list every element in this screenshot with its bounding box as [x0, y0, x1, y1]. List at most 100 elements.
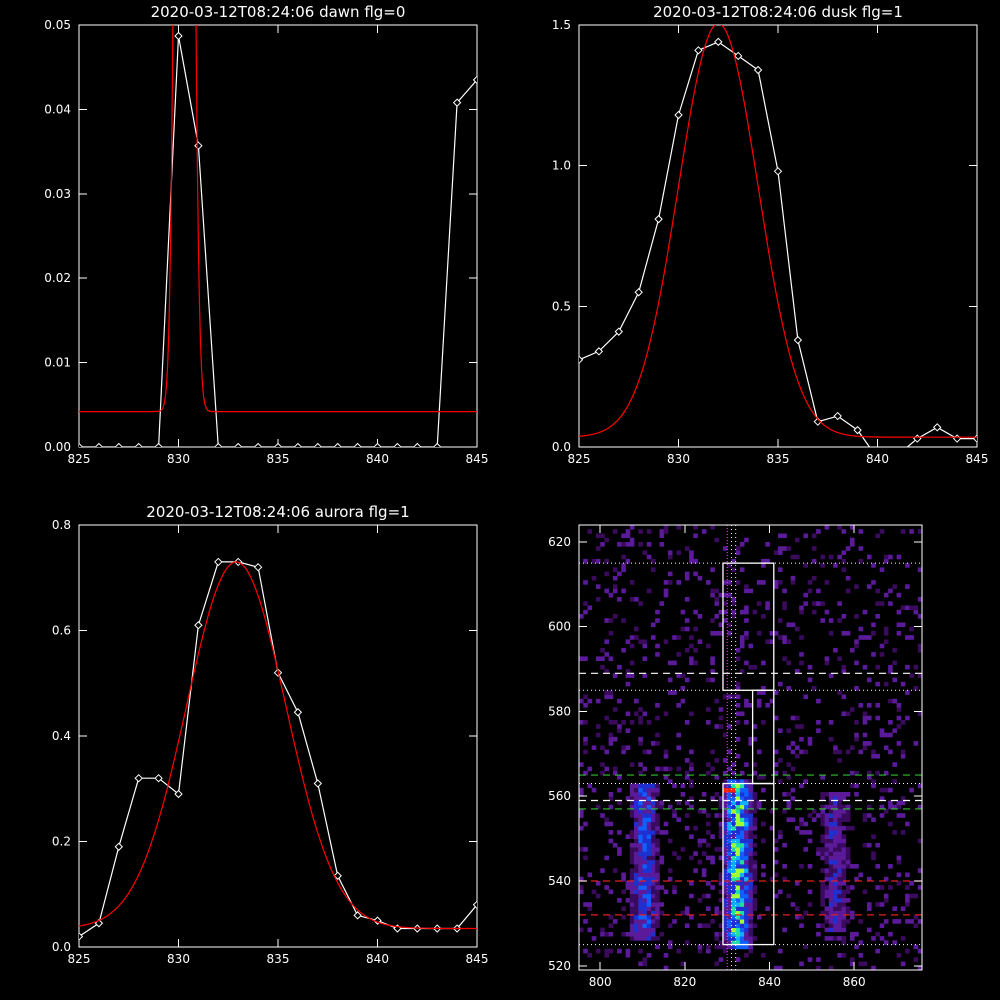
heatmap-cell: [706, 881, 711, 886]
heatmap-cell: [752, 792, 758, 797]
heatmap-cell: [604, 766, 609, 772]
heatmap-cell: [833, 809, 838, 814]
heatmap-cell: [731, 859, 736, 865]
data-point-marker: [134, 773, 143, 783]
heatmap-cell: [786, 817, 792, 822]
heatmap-cell: [727, 622, 732, 628]
heatmap-cell: [824, 893, 830, 899]
heatmap-cell: [871, 855, 876, 861]
heatmap-cell: [646, 851, 652, 856]
heatmap-cell: [608, 889, 614, 895]
heatmap-cell: [629, 927, 635, 933]
heatmap-cell: [883, 732, 889, 738]
heatmap-cell: [723, 800, 728, 806]
heatmap-cell: [828, 796, 834, 801]
heatmap-cell: [883, 745, 889, 750]
data-point-marker: [214, 557, 223, 567]
data-point-marker: [614, 327, 624, 336]
heatmap-cell: [867, 775, 872, 780]
heatmap-cell: [587, 766, 593, 772]
heatmap-cell: [858, 961, 864, 967]
heatmap-cell: [617, 847, 622, 852]
heatmap-cell: [727, 851, 732, 856]
heatmap-cell: [748, 944, 753, 950]
data-point-marker: [253, 562, 263, 572]
heatmap-cell: [634, 936, 639, 941]
heatmap-cell: [795, 715, 800, 721]
heatmap-cell: [735, 936, 741, 941]
heatmap-cell: [850, 914, 855, 920]
heatmap-cell: [667, 571, 673, 577]
heatmap-cell: [905, 563, 910, 568]
heatmap-cell: [723, 885, 728, 890]
heatmap-cell: [748, 851, 753, 856]
heatmap-cell: [617, 948, 622, 954]
heatmap-cell: [651, 834, 656, 839]
heatmap-cell: [905, 919, 910, 924]
heatmap-cell: [587, 927, 593, 933]
heatmap-cell: [744, 864, 749, 869]
y-tick-label: 0.02: [44, 271, 71, 285]
heatmap-cell: [752, 800, 758, 806]
heatmap-cell: [646, 931, 652, 937]
heatmap-cell: [638, 851, 643, 856]
heatmap-cell: [888, 749, 893, 755]
heatmap-cell: [684, 626, 690, 632]
data-point-marker: [114, 442, 124, 447]
heatmap-cell: [723, 847, 728, 852]
heatmap-cell: [748, 889, 753, 895]
heatmap-cell: [621, 647, 626, 653]
heatmap-cell: [604, 639, 609, 644]
heatmap-cell: [638, 542, 643, 547]
heatmap-cell: [773, 838, 779, 844]
heatmap-cell: [748, 783, 753, 789]
heatmap-cell: [604, 588, 609, 594]
heatmap-cell: [723, 944, 728, 950]
heatmap-cell: [841, 825, 847, 831]
heatmap-cell: [888, 698, 893, 704]
heatmap-cell: [727, 809, 732, 814]
heatmap-cell: [634, 872, 639, 878]
heatmap-cell: [727, 838, 732, 844]
heatmap-cell: [655, 851, 660, 856]
heatmap-cell: [651, 817, 656, 822]
heatmap-cell: [651, 931, 656, 937]
heatmap-cell: [909, 787, 914, 793]
heatmap-cell: [629, 673, 635, 678]
heatmap-cell: [651, 796, 656, 801]
heatmap-cell: [735, 694, 741, 700]
heatmap-cell: [723, 838, 728, 844]
heatmap-cell: [828, 842, 834, 848]
heatmap-cell: [883, 554, 889, 560]
heatmap-cell: [735, 736, 741, 742]
heatmap-cell: [689, 550, 694, 555]
heatmap-cell: [714, 588, 720, 594]
heatmap-cell: [739, 809, 745, 814]
heatmap-cell: [828, 885, 834, 890]
heatmap-cell: [807, 664, 813, 670]
heatmap-cell: [841, 859, 847, 865]
heatmap-cell: [883, 940, 889, 945]
heatmap-cell: [710, 618, 715, 623]
data-point-marker: [813, 417, 823, 426]
heatmap-cell: [629, 720, 635, 725]
heatmap-cell: [634, 830, 639, 835]
heatmap-cell: [862, 745, 868, 750]
heatmap-cell: [752, 868, 758, 873]
heatmap-cell: [579, 762, 584, 767]
heatmap-cell: [651, 567, 656, 572]
heatmap-cell: [617, 698, 622, 704]
heatmap-cell: [867, 703, 872, 708]
heatmap-cell: [680, 686, 686, 691]
y-tick-label: 0.5: [552, 299, 571, 313]
heatmap-cell: [612, 770, 618, 776]
heatmap-cell: [752, 872, 758, 878]
heatmap-cell: [625, 711, 631, 717]
heatmap-cell: [684, 575, 690, 581]
heatmap-cell: [858, 749, 864, 755]
heatmap-cell: [731, 919, 736, 924]
heatmap-cell: [608, 656, 614, 661]
heatmap-cell: [744, 809, 749, 814]
heatmap-cell: [667, 868, 673, 873]
heatmap-cell: [676, 948, 681, 954]
